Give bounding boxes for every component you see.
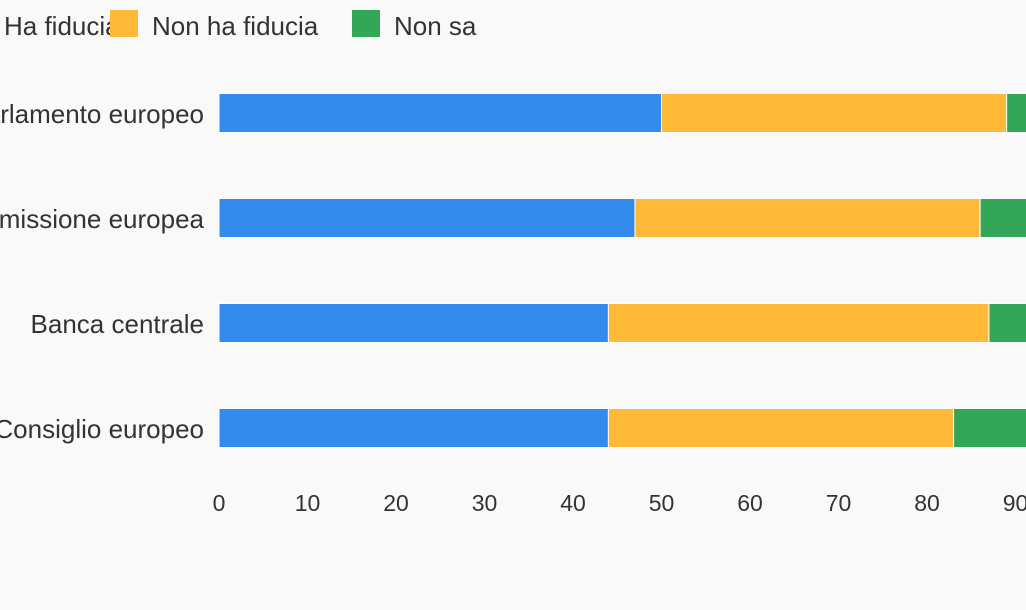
bar-banca-centrale-non-ha-fiducia[interactable] [607,303,990,343]
legend-label-non-sa[interactable]: Non sa [394,11,477,41]
legend-swatch-non-ha-fiducia[interactable] [110,10,138,37]
category-label-parlamento-europeo: Parlamento europeo [0,99,204,129]
bar-parlamento-europeo-non-sa[interactable] [1006,93,1026,133]
bar-commissione-europea-non-ha-fiducia[interactable] [634,198,981,238]
legend-label-non-ha-fiducia[interactable]: Non ha fiducia [152,11,319,41]
category-label-banca-centrale: Banca centrale [31,309,204,339]
bars [218,93,1026,448]
x-tick-label-70: 70 [826,490,852,516]
bar-parlamento-europeo-ha-fiducia[interactable] [218,93,662,133]
x-tick-label-40: 40 [560,490,586,516]
category-labels: Parlamento europeo Commissione europea Ban… [0,99,205,444]
category-label-consiglio-europeo: Consiglio europeo [0,414,204,444]
bar-parlamento-europeo-non-ha-fiducia[interactable] [661,93,1008,133]
x-tick-label-20: 20 [383,490,409,516]
x-axis-ticks: 0102030405060708090100 [213,490,1026,516]
bar-commissione-europea-ha-fiducia[interactable] [218,198,636,238]
category-label-commissione-europea: Commissione europea [0,204,205,234]
bar-consiglio-europeo-ha-fiducia[interactable] [218,408,609,448]
bar-banca-centrale-non-sa[interactable] [988,303,1026,343]
bar-banca-centrale-ha-fiducia[interactable] [218,303,609,343]
x-tick-label-80: 80 [914,490,940,516]
x-tick-label-0: 0 [213,490,226,516]
x-tick-label-10: 10 [295,490,321,516]
bar-consiglio-europeo-non-ha-fiducia[interactable] [607,408,955,448]
x-tick-label-30: 30 [472,490,498,516]
x-tick-label-50: 50 [649,490,675,516]
x-tick-label-90: 90 [1003,490,1026,516]
x-tick-label-60: 60 [737,490,763,516]
legend: Ha fiducia Non ha fiducia Non sa [4,10,477,41]
legend-swatch-non-sa[interactable] [352,10,380,37]
bar-commissione-europea-non-sa[interactable] [979,198,1026,238]
bar-consiglio-europeo-non-sa[interactable] [953,408,1026,448]
legend-label-ha-fiducia[interactable]: Ha fiducia [4,11,120,41]
